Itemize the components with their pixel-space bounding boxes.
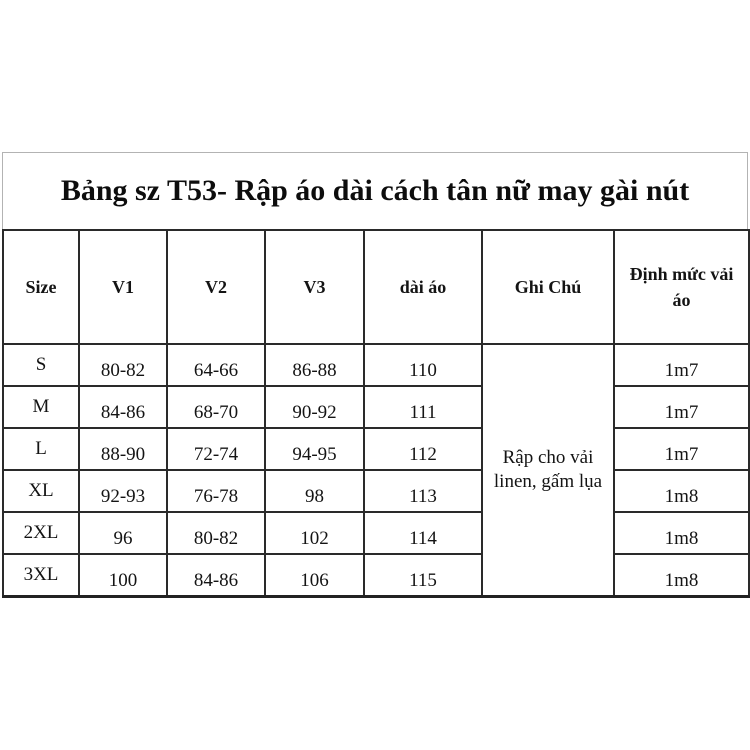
table-row-m: M 84-86 68-70 90-92 111 1m7 <box>2 385 750 429</box>
cell-v1: 100 <box>78 553 168 598</box>
cell-v2: 72-74 <box>166 427 266 471</box>
cell-v3: 106 <box>264 553 365 598</box>
cell-v2: 80-82 <box>166 511 266 555</box>
cell-v1: 96 <box>78 511 168 555</box>
cell-dai-ao: 110 <box>363 343 483 387</box>
size-chart-sheet: Bảng sz T53- Rập áo dài cách tân nữ may … <box>2 152 750 598</box>
table-row-s: S 80-82 64-66 86-88 110 Rập cho vải line… <box>2 343 750 597</box>
note-cell: Rập cho vải linen, gấm lụa <box>481 343 615 597</box>
cell-dinh-muc: 1m7 <box>613 343 750 387</box>
cell-v1: 84-86 <box>78 385 168 429</box>
cell-size: M <box>2 385 80 429</box>
cell-v2: 76-78 <box>166 469 266 513</box>
col-header-v1: V1 <box>78 229 168 345</box>
col-header-ghi-chu: Ghi Chú <box>481 229 615 345</box>
cell-dinh-muc: 1m7 <box>613 385 750 429</box>
col-header-v2: V2 <box>166 229 266 345</box>
cell-dinh-muc: 1m7 <box>613 427 750 471</box>
cell-v2: 68-70 <box>166 385 266 429</box>
cell-size: L <box>2 427 80 471</box>
cell-v3: 98 <box>264 469 365 513</box>
chart-title-box: Bảng sz T53- Rập áo dài cách tân nữ may … <box>2 152 748 229</box>
table-row-2xl: 2XL 96 80-82 102 114 1m8 <box>2 511 750 555</box>
table-row-xl: XL 92-93 76-78 98 113 1m8 <box>2 469 750 513</box>
chart-title: Bảng sz T53- Rập áo dài cách tân nữ may … <box>60 174 690 207</box>
cell-v2: 64-66 <box>166 343 266 387</box>
cell-dinh-muc: 1m8 <box>613 469 750 513</box>
cell-dai-ao: 113 <box>363 469 483 513</box>
cell-size: S <box>2 343 80 387</box>
col-header-dai-ao: dài áo <box>363 229 483 345</box>
cell-v3: 102 <box>264 511 365 555</box>
cell-dai-ao: 115 <box>363 553 483 598</box>
col-header-dinh-muc: Định mức vải áo <box>613 229 750 345</box>
table-row-3xl: 3XL 100 84-86 106 115 1m8 <box>2 553 750 598</box>
cell-v3: 94-95 <box>264 427 365 471</box>
table-row-l: L 88-90 72-74 94-95 112 1m7 <box>2 427 750 471</box>
cell-v2: 84-86 <box>166 553 266 598</box>
cell-dai-ao: 114 <box>363 511 483 555</box>
cell-v1: 80-82 <box>78 343 168 387</box>
col-header-v3: V3 <box>264 229 365 345</box>
cell-v3: 86-88 <box>264 343 365 387</box>
cell-v1: 92-93 <box>78 469 168 513</box>
cell-size: 3XL <box>2 553 80 598</box>
cell-dinh-muc: 1m8 <box>613 553 750 598</box>
cell-dinh-muc: 1m8 <box>613 511 750 555</box>
col-header-size: Size <box>2 229 80 345</box>
cell-v3: 90-92 <box>264 385 365 429</box>
header-row: Size V1 V2 V3 dài áo Ghi Chú Định mức vả… <box>2 229 750 345</box>
cell-v1: 88-90 <box>78 427 168 471</box>
cell-dai-ao: 112 <box>363 427 483 471</box>
cell-size: 2XL <box>2 511 80 555</box>
size-chart-table: Size V1 V2 V3 dài áo Ghi Chú Định mức vả… <box>2 229 750 598</box>
cell-dai-ao: 111 <box>363 385 483 429</box>
cell-size: XL <box>2 469 80 513</box>
